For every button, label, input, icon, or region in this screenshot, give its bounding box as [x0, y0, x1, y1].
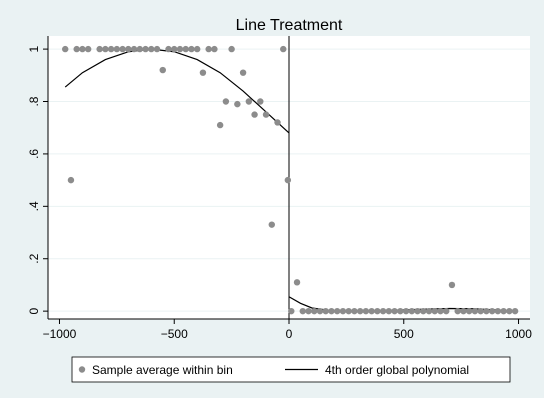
scatter-point: [494, 307, 502, 315]
scatter-point: [211, 45, 218, 53]
x-tick-label: 500: [394, 327, 414, 341]
scatter-point: [420, 307, 427, 315]
scatter-point: [288, 307, 295, 315]
scatter-point: [67, 176, 75, 184]
scatter-point: [488, 307, 496, 315]
chart-title: Line Treatment: [236, 17, 343, 34]
scatter-point: [228, 45, 235, 53]
scatter-point: [268, 221, 275, 228]
scatter-point: [299, 307, 306, 315]
y-tick-label: 0: [27, 307, 41, 314]
scatter-point: [454, 307, 461, 315]
scatter-point: [119, 45, 126, 53]
scatter-point: [311, 307, 318, 315]
scatter-point: [205, 45, 212, 53]
scatter-point: [345, 307, 352, 315]
scatter-point: [437, 307, 444, 315]
scatter-point: [251, 111, 258, 118]
legend-marker-scatter: [78, 366, 86, 373]
scatter-point: [414, 307, 421, 315]
scatter-point: [239, 69, 247, 76]
scatter-point: [73, 45, 80, 53]
y-tick-label: .6: [27, 149, 41, 159]
scatter-point: [460, 307, 467, 315]
scatter-point: [182, 45, 189, 53]
scatter-point: [506, 307, 513, 315]
scatter-point: [322, 307, 329, 315]
scatter-point: [96, 45, 103, 53]
scatter-point: [402, 307, 410, 315]
legend: Sample average within bin 4th order globa…: [78, 363, 469, 377]
scatter-point: [188, 45, 195, 53]
y-tick-label: .8: [27, 96, 41, 106]
scatter-point: [334, 307, 341, 315]
x-tick-label: 0: [286, 327, 293, 341]
scatter-point: [107, 45, 115, 53]
scatter-point: [79, 45, 86, 53]
y-tick-label: 1: [27, 45, 41, 52]
scatter-point: [176, 45, 184, 53]
scatter-point: [222, 98, 230, 105]
scatter-point: [142, 45, 149, 53]
scatter-point: [397, 307, 404, 315]
scatter-point: [483, 307, 490, 315]
scatter-point: [391, 307, 398, 315]
scatter-point: [193, 45, 201, 53]
y-tick-label: .4: [27, 201, 41, 211]
x-tick-label: 1000: [505, 327, 532, 341]
scatter-point: [305, 307, 312, 315]
scatter-point: [171, 45, 178, 53]
scatter-point: [465, 307, 473, 315]
scatter-point: [245, 98, 253, 105]
scatter-point: [339, 307, 347, 315]
scatter-point: [351, 307, 358, 315]
scatter-point: [448, 281, 456, 289]
scatter-point: [153, 45, 161, 53]
marks-layer: [62, 36, 519, 319]
scatter-point: [113, 45, 121, 53]
scatter-point: [165, 45, 172, 53]
y-tick-label: .2: [27, 253, 41, 263]
legend-label-line: 4th order global polynomial: [325, 363, 469, 377]
scatter-point: [293, 279, 301, 286]
scatter-point: [408, 307, 415, 315]
x-tick-label: −1000: [43, 327, 77, 341]
scatter-point: [280, 45, 287, 53]
scatter-point: [379, 307, 387, 315]
scatter-point: [385, 307, 393, 315]
scatter-point: [431, 307, 438, 315]
scatter-point: [262, 111, 270, 118]
legend-label-scatter: Sample average within bin: [92, 363, 233, 377]
scatter-point: [159, 66, 166, 74]
scatter-point: [136, 45, 144, 53]
scatter-point: [374, 307, 381, 315]
scatter-point: [511, 307, 519, 315]
scatter-point: [257, 98, 264, 105]
scatter-point: [216, 121, 224, 129]
scatter-point: [368, 307, 375, 315]
scatter-point: [199, 69, 207, 76]
scatter-point: [356, 307, 364, 315]
scatter-point: [274, 119, 281, 126]
scatter-point: [500, 307, 507, 315]
scatter-point: [362, 307, 370, 315]
scatter-point: [102, 45, 109, 53]
scatter-point: [62, 45, 69, 53]
scatter-point: [477, 307, 484, 315]
scatter-point: [125, 45, 132, 53]
x-tick-label: −500: [161, 327, 188, 341]
scatter-point: [316, 307, 324, 315]
scatter-point: [234, 100, 241, 108]
scatter-point: [443, 307, 450, 315]
scatter-point: [471, 307, 479, 315]
scatter-point: [148, 45, 155, 53]
scatter-point: [284, 176, 292, 184]
scatter-point: [84, 45, 92, 53]
scatter-point: [130, 45, 138, 53]
scatter-point: [328, 307, 335, 315]
scatter-point: [425, 307, 433, 315]
